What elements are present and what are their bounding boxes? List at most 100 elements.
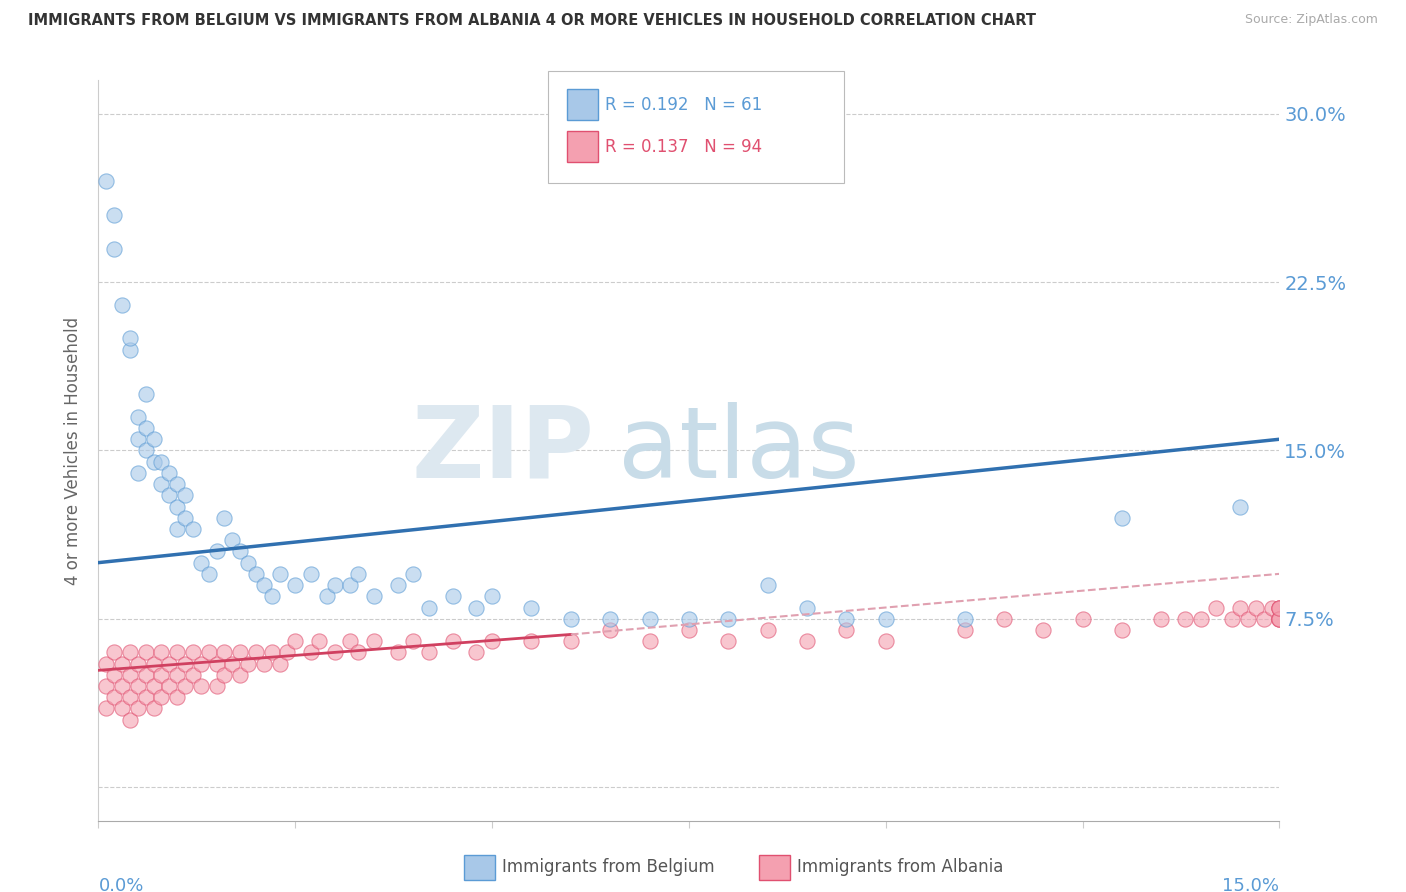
Text: 0.0%: 0.0%: [98, 877, 143, 892]
Point: [418, 645, 440, 659]
Point: [157, 488, 180, 502]
Point: [520, 600, 543, 615]
Point: [96, 701, 118, 715]
Point: [181, 645, 204, 659]
Point: [127, 679, 149, 693]
Point: [339, 578, 361, 592]
Point: [599, 612, 621, 626]
Point: [756, 623, 779, 637]
Point: [229, 544, 252, 558]
Point: [1150, 612, 1173, 626]
Point: [190, 679, 212, 693]
Point: [229, 668, 252, 682]
Text: Source: ZipAtlas.com: Source: ZipAtlas.com: [1244, 13, 1378, 27]
Point: [1111, 623, 1133, 637]
Point: [150, 455, 173, 469]
Point: [150, 645, 173, 659]
Point: [387, 645, 409, 659]
Point: [323, 645, 346, 659]
Point: [253, 657, 276, 671]
Point: [402, 634, 425, 648]
Point: [299, 645, 322, 659]
Point: [1229, 600, 1251, 615]
Point: [418, 600, 440, 615]
Point: [1268, 600, 1291, 615]
Point: [1111, 510, 1133, 524]
Point: [245, 645, 267, 659]
Point: [339, 634, 361, 648]
Point: [236, 657, 259, 671]
Point: [796, 634, 818, 648]
Text: Immigrants from Belgium: Immigrants from Belgium: [502, 858, 714, 876]
Point: [323, 578, 346, 592]
Point: [253, 578, 276, 592]
Point: [174, 510, 197, 524]
Point: [387, 578, 409, 592]
Point: [205, 544, 228, 558]
Point: [150, 690, 173, 705]
Point: [1032, 623, 1054, 637]
Point: [190, 556, 212, 570]
Point: [835, 612, 858, 626]
Point: [157, 466, 180, 480]
Point: [260, 645, 283, 659]
Point: [103, 208, 125, 222]
Point: [205, 679, 228, 693]
Point: [315, 589, 337, 603]
Point: [142, 701, 165, 715]
Point: [118, 668, 141, 682]
Text: Immigrants from Albania: Immigrants from Albania: [797, 858, 1004, 876]
Point: [875, 612, 897, 626]
Point: [174, 679, 197, 693]
Point: [103, 242, 125, 256]
Point: [190, 657, 212, 671]
Point: [142, 657, 165, 671]
Text: ZIP: ZIP: [412, 402, 595, 499]
Point: [1205, 600, 1227, 615]
Point: [142, 455, 165, 469]
Point: [481, 634, 503, 648]
Point: [284, 578, 307, 592]
Point: [284, 634, 307, 648]
Point: [1220, 612, 1243, 626]
Point: [993, 612, 1015, 626]
Point: [103, 645, 125, 659]
Text: IMMIGRANTS FROM BELGIUM VS IMMIGRANTS FROM ALBANIA 4 OR MORE VEHICLES IN HOUSEHO: IMMIGRANTS FROM BELGIUM VS IMMIGRANTS FR…: [28, 13, 1036, 29]
Point: [1268, 612, 1291, 626]
Point: [214, 668, 236, 682]
Point: [111, 679, 134, 693]
Point: [111, 657, 134, 671]
Point: [166, 477, 188, 491]
Point: [236, 556, 259, 570]
Point: [111, 298, 134, 312]
Point: [157, 679, 180, 693]
Point: [363, 634, 385, 648]
Point: [245, 566, 267, 581]
Point: [953, 612, 976, 626]
Point: [118, 713, 141, 727]
Point: [150, 668, 173, 682]
Point: [127, 409, 149, 424]
Point: [1268, 612, 1291, 626]
Point: [197, 566, 219, 581]
Text: R = 0.192   N = 61: R = 0.192 N = 61: [605, 96, 762, 114]
Point: [796, 600, 818, 615]
Text: atlas: atlas: [619, 402, 859, 499]
Point: [166, 690, 188, 705]
Y-axis label: 4 or more Vehicles in Household: 4 or more Vehicles in Household: [65, 317, 83, 584]
Point: [678, 612, 700, 626]
Point: [150, 477, 173, 491]
Point: [166, 668, 188, 682]
Point: [127, 432, 149, 446]
Point: [638, 612, 661, 626]
Point: [1260, 600, 1282, 615]
Point: [166, 645, 188, 659]
Point: [135, 690, 157, 705]
Point: [1071, 612, 1094, 626]
Point: [118, 645, 141, 659]
Point: [174, 488, 197, 502]
Point: [560, 612, 582, 626]
Point: [441, 589, 464, 603]
Point: [599, 623, 621, 637]
Point: [214, 510, 236, 524]
